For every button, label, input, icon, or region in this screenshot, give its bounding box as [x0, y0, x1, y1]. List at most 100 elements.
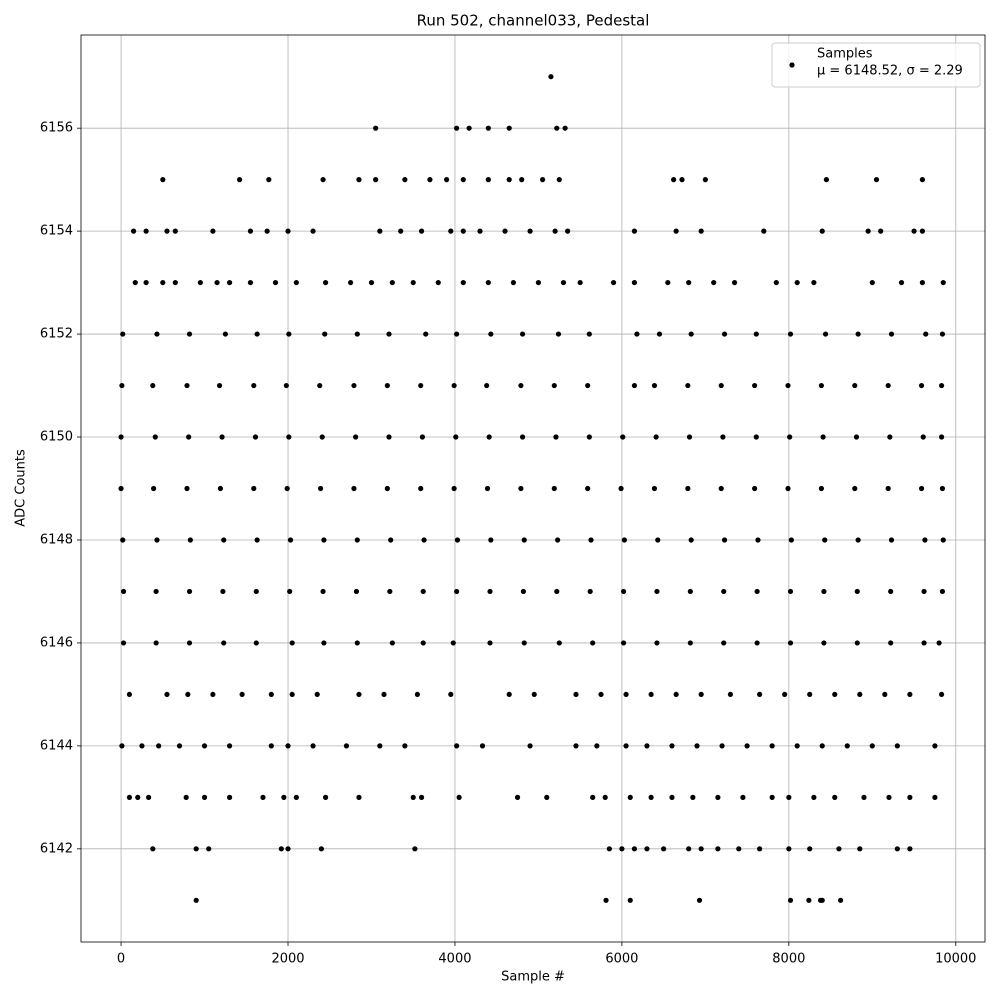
data-point: [857, 691, 863, 698]
data-point: [539, 177, 546, 183]
data-point: [721, 588, 727, 595]
data-point: [281, 794, 287, 800]
data-point: [754, 588, 760, 595]
data-point: [222, 331, 229, 337]
data-point: [285, 846, 291, 852]
data-point: [560, 279, 567, 286]
data-point: [120, 331, 126, 337]
data-point: [488, 537, 494, 543]
data-point: [606, 846, 612, 852]
data-point: [911, 228, 917, 234]
data-point: [519, 331, 526, 337]
data-point: [938, 691, 945, 698]
data-point: [506, 691, 512, 698]
legend-note: μ = 6148.52, σ = 2.29: [817, 64, 963, 79]
data-point: [685, 485, 691, 492]
data-point: [854, 640, 860, 646]
data-point: [389, 279, 395, 286]
data-point: [356, 794, 362, 800]
data-point: [287, 588, 293, 595]
data-point: [454, 331, 460, 337]
data-point: [886, 794, 892, 800]
data-point: [201, 743, 208, 749]
data-point: [519, 177, 525, 183]
data-point: [152, 434, 158, 440]
data-point: [160, 177, 166, 183]
data-point: [176, 743, 183, 749]
data-point: [160, 279, 166, 286]
data-point: [421, 537, 427, 543]
data-point: [354, 640, 360, 646]
data-point: [247, 279, 254, 286]
y-tick-label: 6148: [40, 532, 73, 547]
data-point: [785, 382, 791, 389]
data-point: [272, 279, 279, 286]
data-point: [694, 743, 700, 749]
data-point: [289, 691, 295, 698]
data-point: [919, 228, 925, 234]
data-point: [807, 846, 813, 852]
y-tick-label: 6154: [40, 224, 73, 239]
y-tick-label: 6142: [40, 841, 73, 856]
data-point: [389, 640, 395, 646]
data-point: [118, 434, 124, 440]
data-point: [685, 382, 691, 389]
data-point: [477, 228, 483, 234]
data-point: [120, 588, 127, 595]
data-point: [820, 434, 826, 440]
data-point: [757, 846, 763, 852]
data-point: [150, 846, 156, 852]
data-point: [718, 382, 724, 389]
data-point: [854, 588, 860, 595]
data-point: [590, 640, 596, 646]
data-point: [186, 588, 193, 595]
data-point: [153, 640, 159, 646]
data-point: [687, 640, 693, 646]
data-point: [226, 794, 233, 800]
data-point: [184, 485, 190, 492]
data-point: [184, 382, 190, 389]
data-point: [139, 743, 145, 749]
data-point: [186, 434, 192, 440]
data-point: [143, 279, 149, 286]
data-point: [377, 228, 383, 234]
data-point: [887, 434, 893, 440]
data-point: [322, 331, 328, 337]
data-point: [283, 382, 289, 389]
data-point: [907, 846, 913, 852]
data-point: [226, 279, 233, 286]
data-point: [687, 588, 693, 595]
x-tick-label: 0: [117, 952, 125, 967]
data-point: [354, 537, 360, 543]
data-point: [819, 743, 825, 749]
data-point: [669, 743, 675, 749]
data-point: [631, 382, 638, 389]
data-point: [254, 331, 260, 337]
data-point: [156, 743, 162, 749]
data-point: [518, 485, 524, 492]
data-point: [251, 485, 257, 492]
data-point: [782, 691, 788, 698]
data-point: [373, 125, 379, 131]
data-point: [690, 794, 696, 800]
y-tick-label: 6150: [40, 430, 73, 445]
data-point: [293, 794, 299, 800]
x-tick-label: 4000: [438, 952, 471, 967]
data-point: [486, 434, 492, 440]
data-point: [679, 177, 685, 183]
data-point: [119, 382, 125, 389]
data-point: [620, 434, 626, 440]
data-point: [253, 588, 259, 595]
y-tick-label: 6146: [40, 635, 73, 650]
data-point: [126, 691, 133, 698]
data-point: [610, 279, 617, 286]
data-point: [631, 846, 638, 852]
data-point: [239, 691, 245, 698]
data-point: [317, 382, 323, 389]
data-point: [907, 794, 913, 800]
data-point: [527, 228, 533, 234]
data-point: [353, 434, 359, 440]
data-point: [882, 691, 888, 698]
data-point: [284, 485, 290, 492]
